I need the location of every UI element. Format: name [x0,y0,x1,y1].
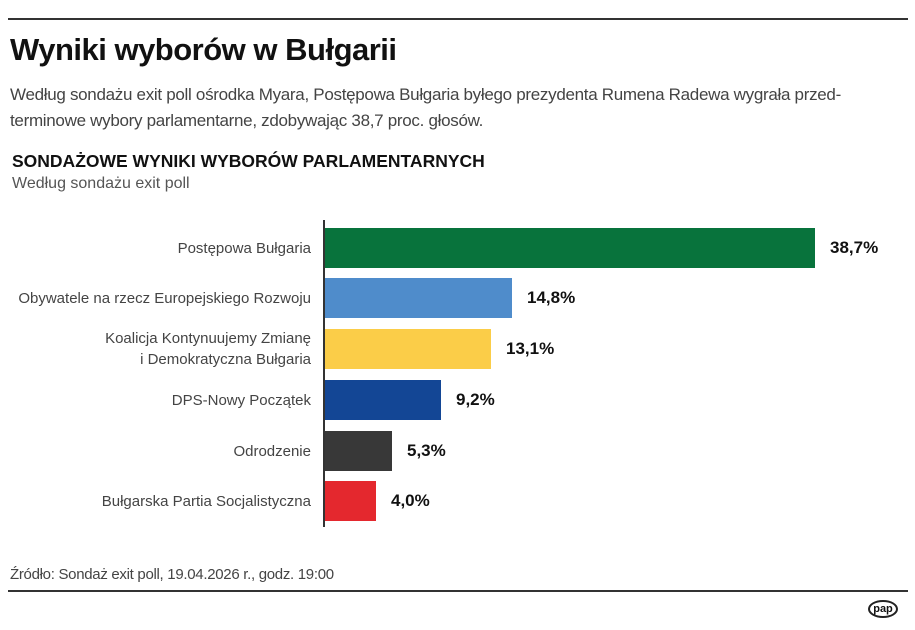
page-title: Wyniki wyborów w Bułgarii [10,32,397,67]
bar [325,380,441,420]
chart-title: SONDAŻOWE WYNIKI WYBORÓW PARLAMENTARNYCH [12,151,485,171]
bar-value-label: 4,0% [391,491,430,510]
y-axis-line [323,220,325,527]
bar-value-label: 14,8% [527,288,576,307]
bar-value-label: 13,1% [506,339,555,358]
bar-row: Odrodzenie 5,3% [0,431,915,471]
bar [325,278,512,318]
bottom-rule [8,590,908,592]
bar-label: Postępowa Bułgaria [177,239,311,257]
bar-value-label: 5,3% [407,441,446,460]
bar-row: Postępowa Bułgaria 38,7% [0,228,915,268]
bar-value-label: 38,7% [830,238,879,257]
bar [325,329,491,369]
bar-row: Obywatele na rzecz Europejskiego Rozwoju… [0,278,915,318]
source-note: Źródło: Sondaż exit poll, 19.04.2026 r.,… [10,566,334,583]
bar-row: Bułgarska Partia Socjalistyczna 4,0% [0,481,915,521]
bar-label: Odrodzenie [233,442,311,460]
chart-subtitle: Według sondażu exit poll [12,175,190,192]
bar [325,481,376,521]
bar-label: Obywatele na rzecz Europejskiego Rozwoju [18,289,311,307]
bar-label: Koalicja Kontynuujemy Zmianę i Demokraty… [105,330,311,368]
bar-row: Koalicja Kontynuujemy Zmianę i Demokraty… [0,329,915,369]
pap-logo-icon: pap [868,600,898,618]
bar [325,431,392,471]
bar-row: DPS-Nowy Początek 9,2% [0,380,915,420]
top-rule [8,18,908,20]
bar [325,228,815,268]
bar-value-label: 9,2% [456,390,495,409]
bar-label: DPS-Nowy Początek [171,391,311,409]
lead-paragraph: Według sondażu exit poll ośrodka Myara, … [10,85,841,130]
bar-label: Bułgarska Partia Socjalistyczna [101,492,311,510]
